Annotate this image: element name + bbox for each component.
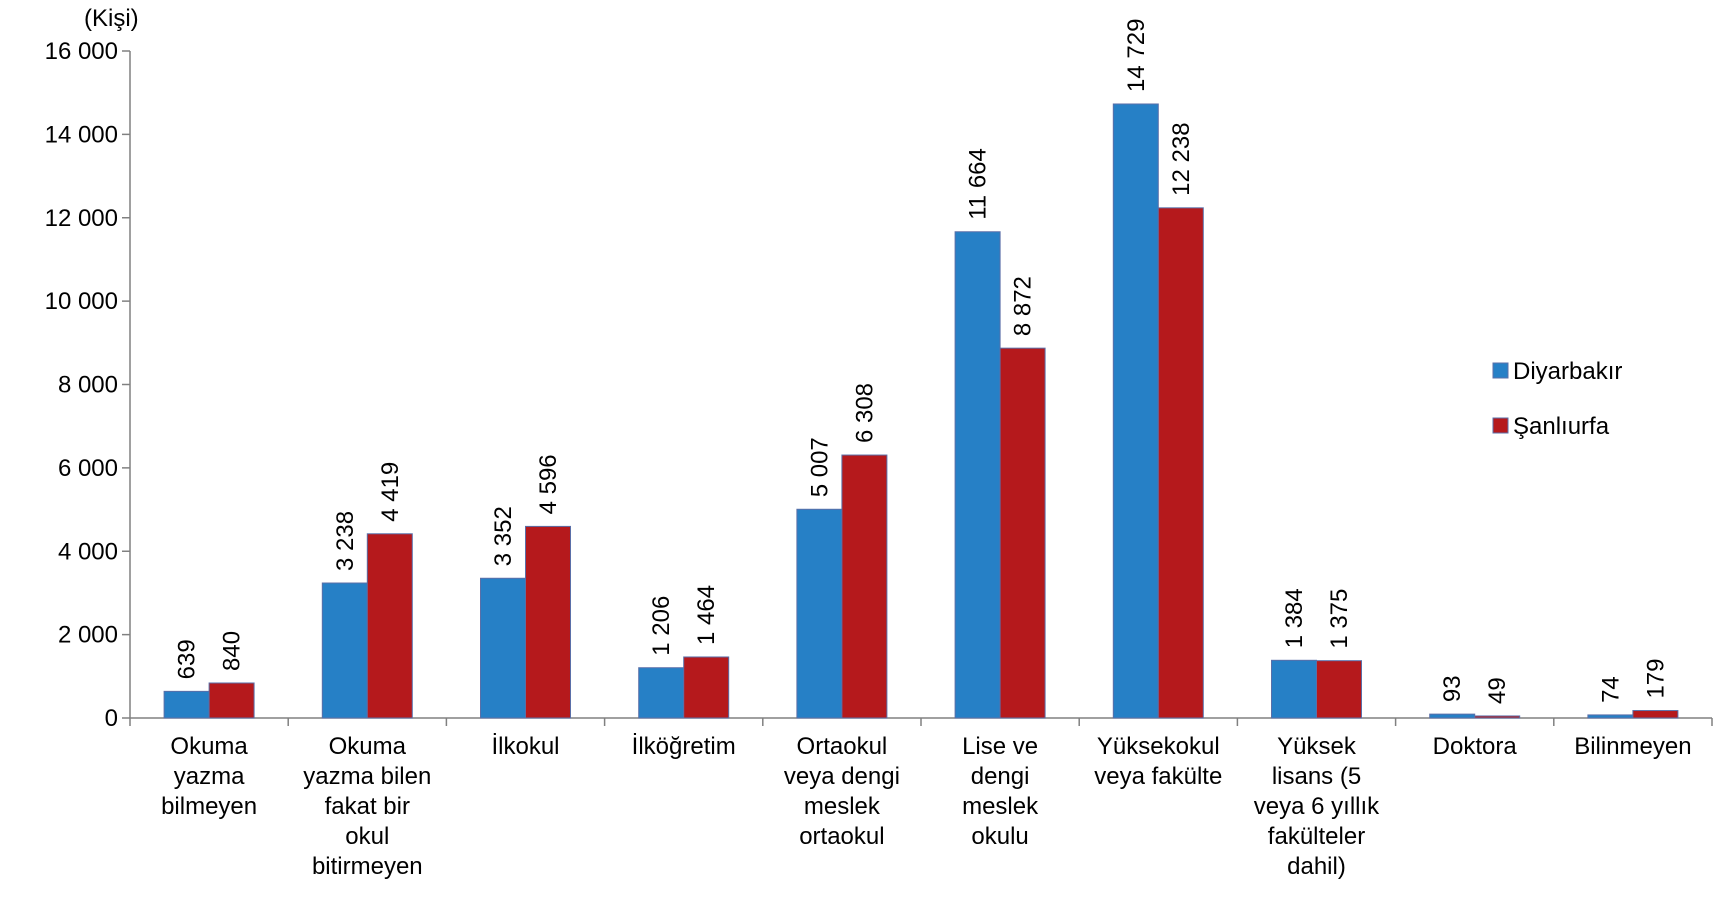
data-labels-group: 639 840 3 238 4 419 3 352 4 596 1 206 1 464 5 00… <box>174 19 1670 704</box>
y-axis: 0 2 000 4 000 6 000 8 000 10 000 12 000 14 000 1… <box>45 38 131 732</box>
bar-sanliurfa <box>841 454 888 719</box>
data-label: 5 007 <box>806 437 833 497</box>
bar-diyarbakir <box>1587 714 1634 719</box>
bar-sanliurfa <box>1474 715 1521 719</box>
bar-sanliurfa <box>366 533 413 719</box>
data-label: 1 464 <box>693 585 720 645</box>
data-label: 639 <box>174 639 201 679</box>
y-tick-label: 4 000 <box>58 538 118 565</box>
data-label: 1 206 <box>648 596 675 656</box>
y-tick-label: 14 000 <box>45 121 118 148</box>
data-label: 11 664 <box>965 148 992 220</box>
bar-diyarbakir <box>638 667 685 719</box>
category-label: Lise ve dengi meslek okulu <box>962 733 1039 850</box>
bar-diyarbakir <box>954 231 1001 719</box>
category-label: İlkokul <box>491 733 559 760</box>
bar-sanliurfa <box>208 682 255 719</box>
category-label: Yüksekokul veya fakülte <box>1094 733 1222 790</box>
bar-diyarbakir <box>163 690 210 719</box>
data-label: 49 <box>1484 677 1511 704</box>
category-label: Doktora <box>1433 733 1518 760</box>
legend-label: Şanlıurfa <box>1513 413 1610 440</box>
category-label: Bilinmeyen <box>1574 733 1691 760</box>
data-label: 74 <box>1597 676 1624 703</box>
data-label: 1 384 <box>1281 588 1308 648</box>
bar-diyarbakir <box>1112 103 1159 719</box>
category-labels-group: Okuma yazma bilmeyen Okuma yazma bilen fakat … <box>161 733 1692 880</box>
bars-group <box>163 103 1679 719</box>
category-label: İlköğretim <box>632 733 736 760</box>
y-tick-label: 16 000 <box>45 38 118 65</box>
y-tick-label: 10 000 <box>45 288 118 315</box>
data-label: 179 <box>1642 658 1669 698</box>
data-label: 1 375 <box>1326 589 1353 649</box>
data-label: 3 238 <box>332 511 359 571</box>
y-tick-label: 6 000 <box>58 455 118 482</box>
category-label: Okuma yazma bilen fakat bir okul bitirmeyen <box>303 733 431 880</box>
bar-sanliurfa <box>1316 660 1362 719</box>
data-label: 840 <box>219 631 246 671</box>
bar-sanliurfa <box>1632 710 1679 719</box>
x-axis <box>129 717 1713 726</box>
y-tick-label: 0 <box>105 705 118 732</box>
data-label: 4 596 <box>535 454 562 514</box>
bar-diyarbakir <box>321 582 368 719</box>
y-tick-label: 2 000 <box>58 622 118 649</box>
data-label: 4 419 <box>377 462 404 522</box>
y-unit-label: (Kişi) <box>84 5 139 32</box>
data-label: 8 872 <box>1010 276 1037 336</box>
bar-diyarbakir <box>480 577 526 719</box>
legend-label: Diyarbakır <box>1513 358 1622 385</box>
bar-sanliurfa <box>999 347 1046 719</box>
bar-sanliurfa <box>1157 207 1204 719</box>
category-label: Okuma yazma bilmeyen <box>161 733 257 820</box>
bar-diyarbakir <box>796 508 843 719</box>
legend-swatch <box>1492 417 1509 434</box>
data-label: 12 238 <box>1168 122 1195 195</box>
bar-diyarbakir <box>1429 713 1476 719</box>
data-label: 93 <box>1439 675 1466 702</box>
data-label: 14 729 <box>1123 19 1150 92</box>
bar-sanliurfa <box>525 525 571 719</box>
category-label: Ortaokul veya dengi meslek ortaokul <box>784 733 900 850</box>
bar-diyarbakir <box>1271 659 1317 719</box>
data-label: 6 308 <box>851 383 878 443</box>
legend: Diyarbakır Şanlıurfa <box>1492 358 1622 440</box>
category-label: Yüksek lisans (5 veya 6 yıllık fakülteler da… <box>1254 733 1380 880</box>
y-tick-label: 12 000 <box>45 205 118 232</box>
bar-sanliurfa <box>683 656 730 719</box>
legend-swatch <box>1492 362 1509 379</box>
data-label: 3 352 <box>490 506 517 566</box>
y-tick-label: 8 000 <box>58 372 118 399</box>
